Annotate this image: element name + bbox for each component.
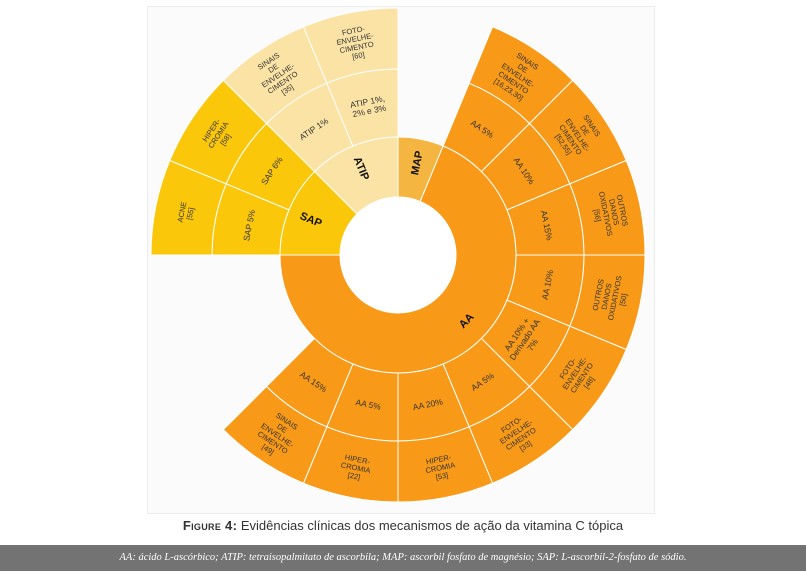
outer-label-hiper-cromia-53: HIPER-CROMIA[53] [423, 452, 457, 483]
outer-label-sinais-de-envelhe-cimento-35: SINAISDEENVELHE-CIMENTO[35] [250, 47, 305, 104]
figure-caption-text: Evidências clínicas dos mecanismos de aç… [240, 518, 624, 533]
abbreviation-footnote: AA: ácido L-ascórbico; ATIP: tetraisopal… [0, 545, 806, 571]
outer-label-outros-danos-oxidativos-56: OUTROSDANOSOXIDATIVOS[56] [589, 187, 632, 238]
figure-caption: Figure 4: Evidências clínicas dos mecani… [0, 518, 806, 533]
outer-segment-sinais-de-envelhe-cimento-49 [222, 385, 328, 484]
outer-label-acne-55: ACNE[55] [176, 201, 197, 225]
middle-label-aa-5: AA 5% [355, 397, 382, 412]
outer-label-hiper-cromia-22: HIPER-CROMIA[22] [338, 452, 373, 483]
outer-label-foto-envelhe-cimento-33: FOTO-ENVELHE-CIMENTO[33] [493, 410, 544, 460]
inner-label-map: MAP [409, 150, 426, 176]
chart-center-hole [340, 197, 456, 313]
outer-segment-foto-envelhe-cimento-60 [302, 7, 399, 84]
figure-caption-label: Figure 4: [182, 518, 238, 533]
